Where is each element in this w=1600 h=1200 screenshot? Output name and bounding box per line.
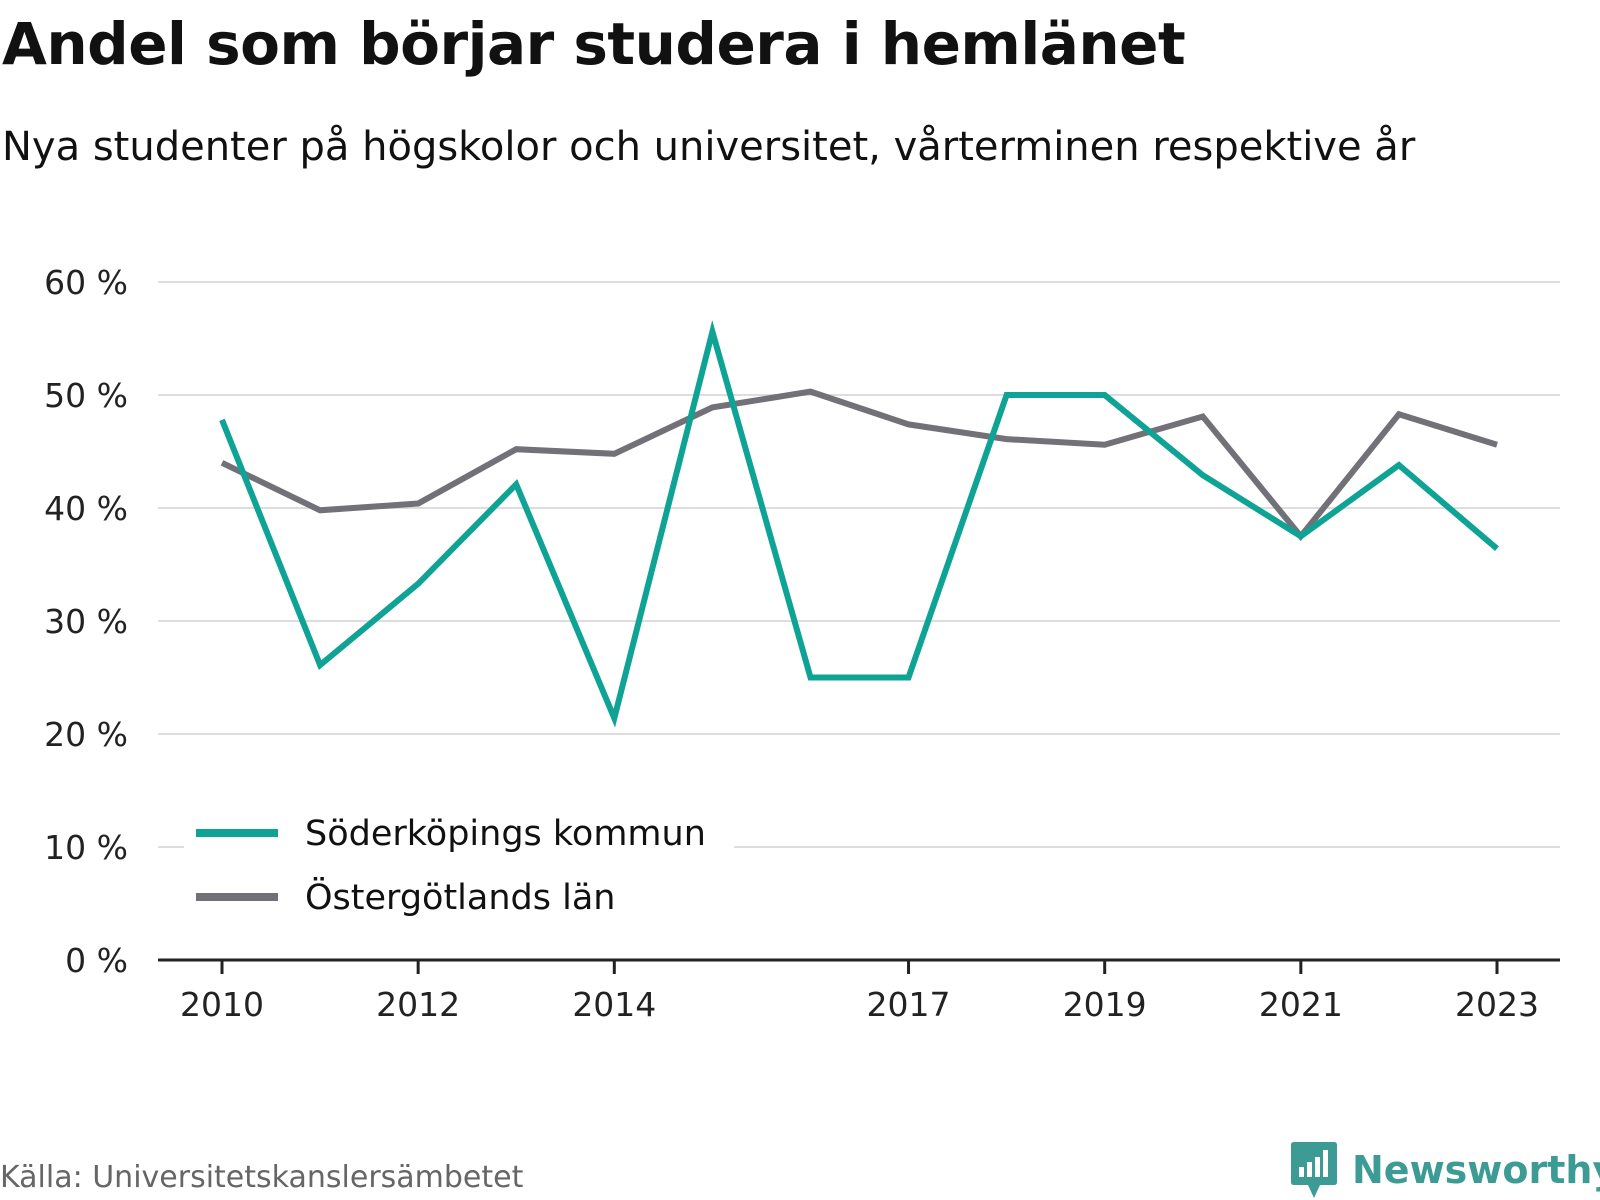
legend-label: Söderköpings kommun	[305, 814, 706, 854]
series-line-1	[219, 320, 1499, 728]
chart-subtitle: Nya studenter på högskolor och universit…	[2, 124, 1416, 170]
x-axis-ticks: 2010 2012 2014 2017 2019 2021 2023	[180, 960, 1539, 1024]
y-tick-label: 40 %	[44, 489, 128, 528]
y-tick-label: 0 %	[65, 941, 128, 980]
legend: Söderköpings kommun Östergötlands län	[184, 800, 734, 930]
newsworthy-logo-icon	[1291, 1142, 1337, 1198]
y-tick-label: 50 %	[44, 376, 128, 415]
y-axis-ticks: 0 % 10 % 20 % 30 % 40 % 50 % 60 %	[44, 263, 128, 980]
x-tick-label: 2010	[180, 985, 264, 1024]
legend-background	[184, 800, 734, 930]
x-tick-label: 2012	[376, 985, 460, 1024]
x-tick-label: 2021	[1259, 985, 1343, 1024]
x-tick-label: 2019	[1063, 985, 1147, 1024]
y-tick-label: 30 %	[44, 602, 128, 641]
y-tick-label: 60 %	[44, 263, 128, 302]
grid-lines	[158, 281, 1560, 848]
series-lines	[219, 320, 1499, 728]
legend-label: Östergötlands län	[305, 876, 615, 918]
y-tick-label: 10 %	[44, 828, 128, 867]
series-line-2	[220, 388, 1498, 542]
chart-title: Andel som börjar studera i hemlänet	[2, 10, 1186, 78]
y-tick-label: 20 %	[44, 715, 128, 754]
x-tick-label: 2023	[1455, 985, 1539, 1024]
x-tick-label: 2017	[867, 985, 951, 1024]
source-note: Källa: Universitetskanslersämbetet	[0, 1160, 524, 1195]
brand-name: Newsworthy	[1352, 1148, 1600, 1192]
brand-logo: Newsworthy	[1290, 1140, 1600, 1200]
line-chart: 0 % 10 % 20 % 30 % 40 % 50 % 60 % 2010 2012 2014…	[44, 263, 1560, 1024]
x-tick-label: 2014	[572, 985, 656, 1024]
